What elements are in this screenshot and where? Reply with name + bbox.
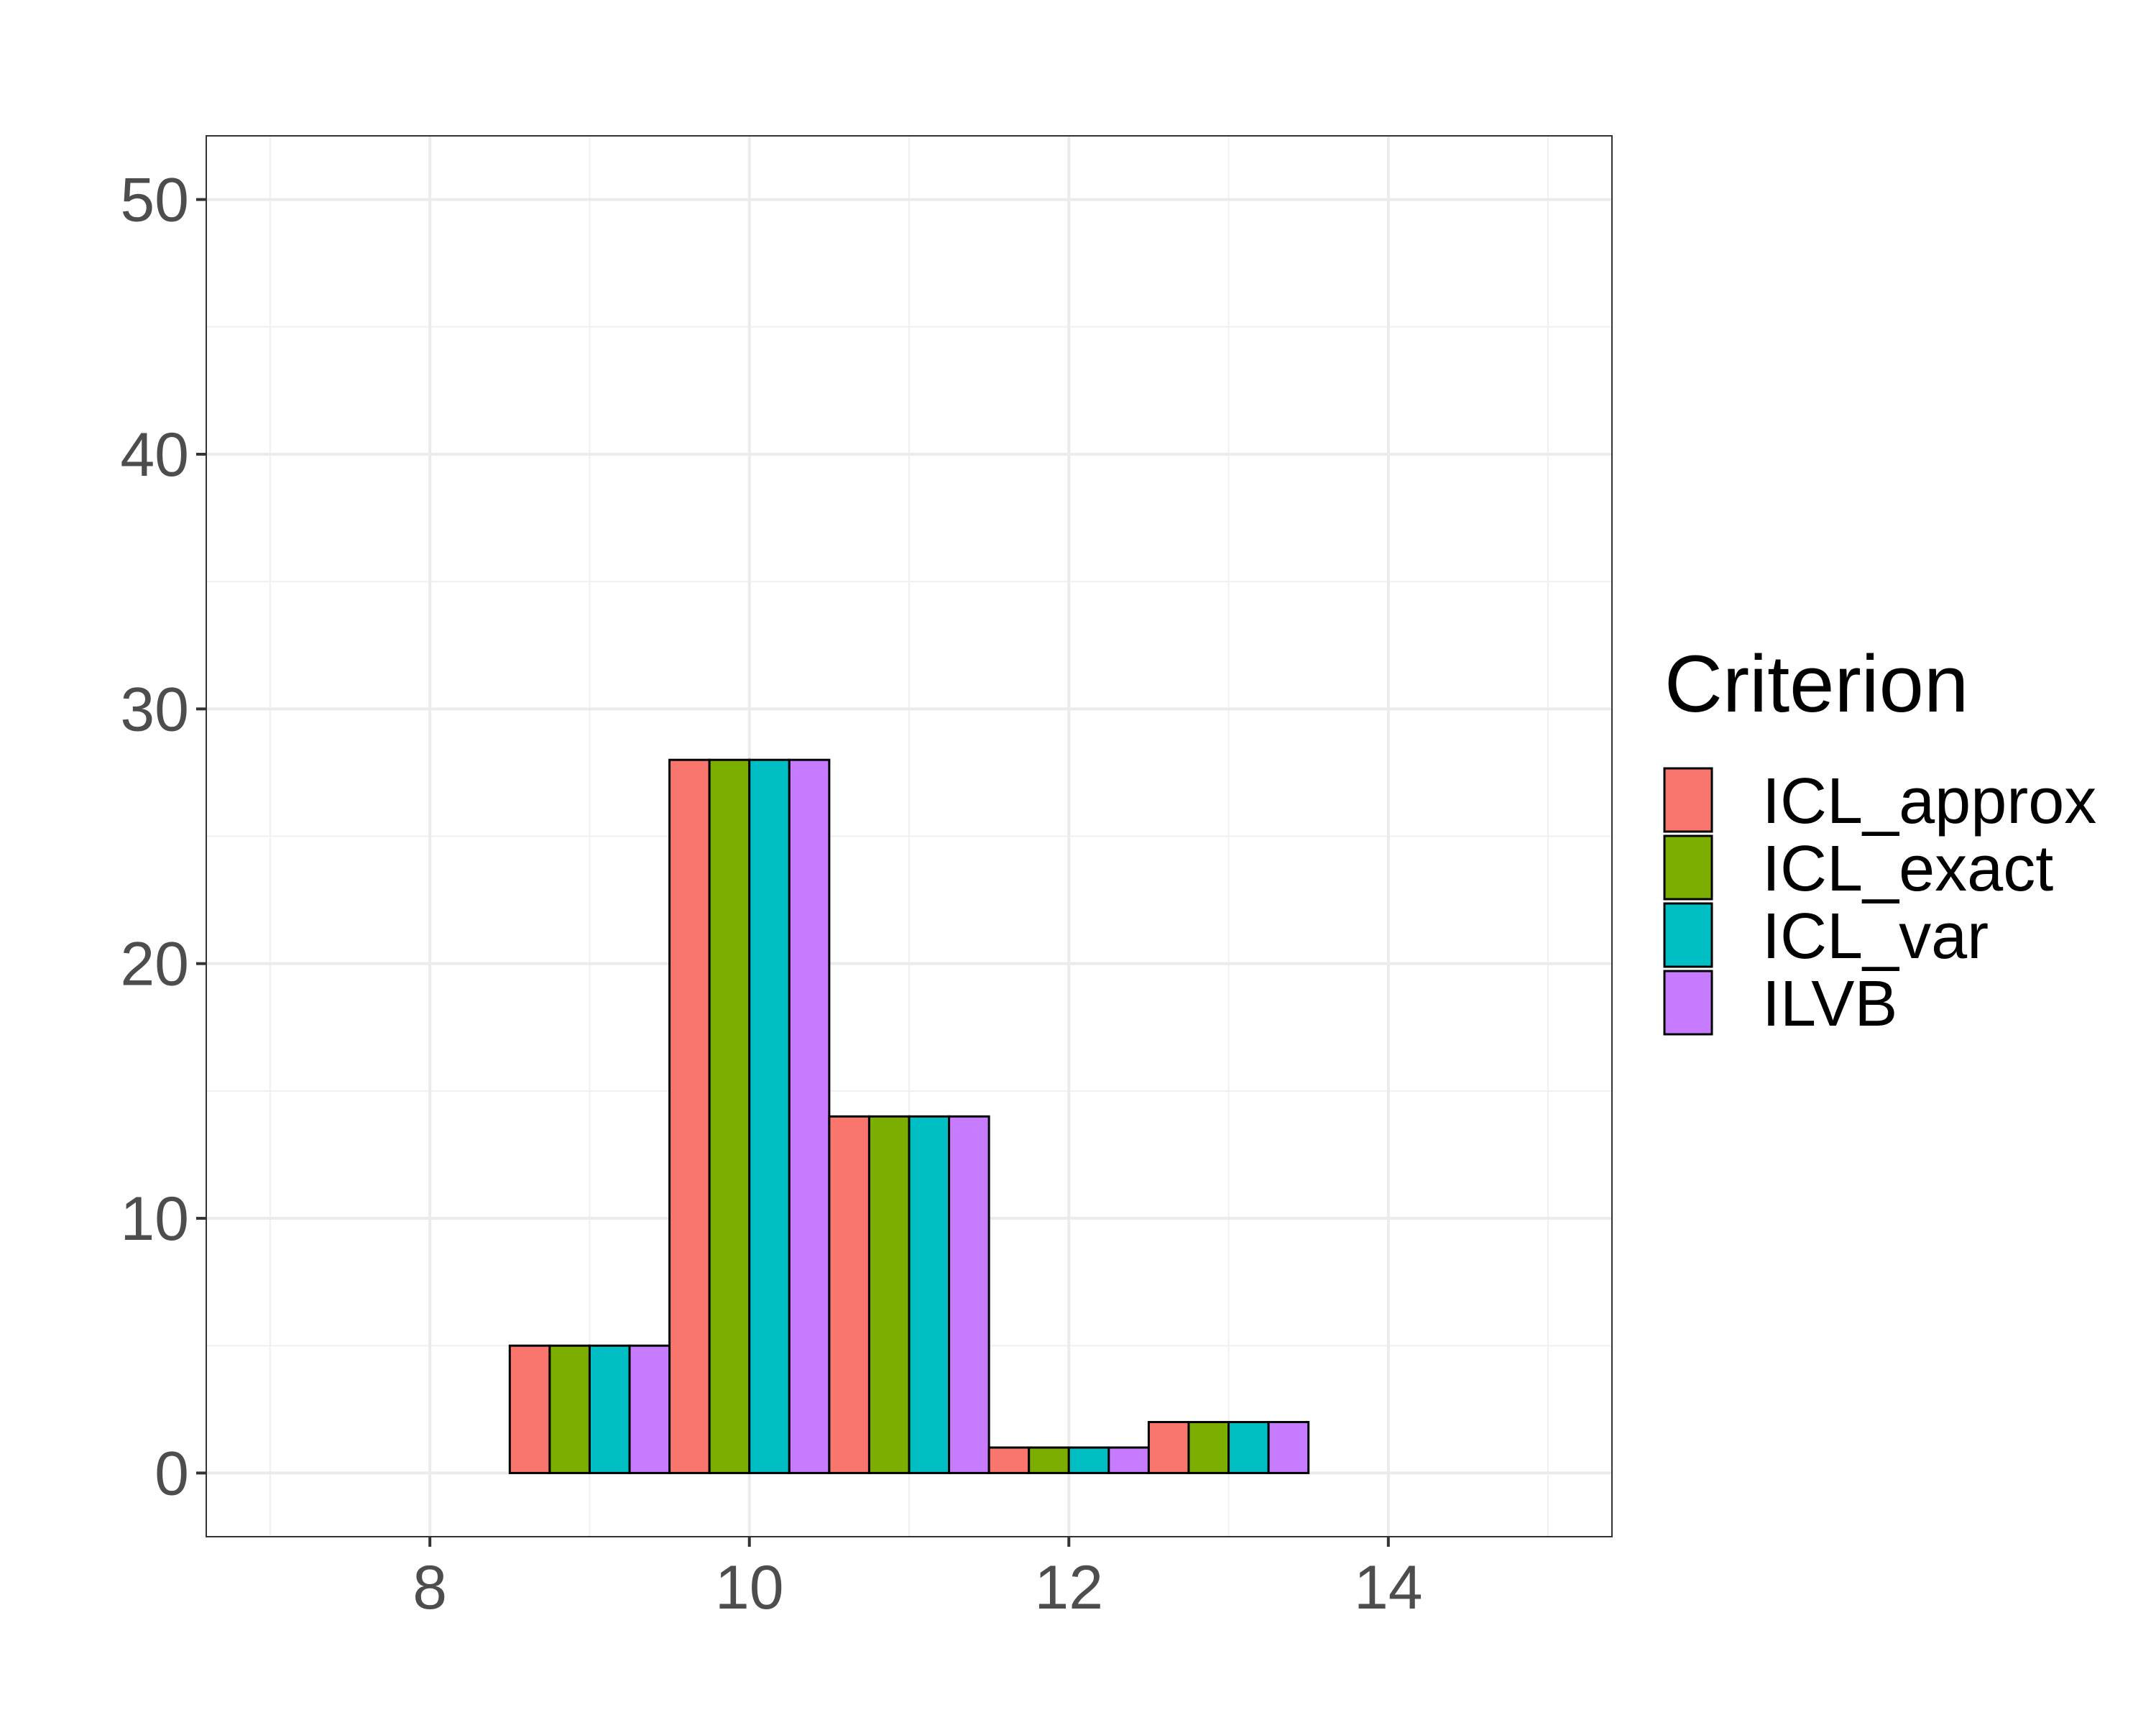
bar-ICL_exact-10 — [708, 758, 751, 1474]
y-axis: 0 10 20 30 40 50 — [120, 166, 206, 1508]
plot-panel-border — [206, 135, 1613, 1537]
bar-ILVB-10 — [788, 758, 831, 1474]
bar-ILVB-13 — [1267, 1421, 1310, 1474]
bar-ILVB-11 — [948, 1115, 990, 1474]
y-tick-label: 0 — [155, 1439, 189, 1508]
bar-ICL_exact-11 — [867, 1115, 911, 1474]
bar-ICL_var-12 — [1067, 1446, 1110, 1474]
bar-ICL_approx-11 — [828, 1115, 870, 1474]
x-axis: 8 10 12 14 — [413, 1537, 1423, 1622]
legend-label-ILVB: ILVB — [1762, 968, 1897, 1040]
legend-label-ICL_exact: ICL_exact — [1762, 833, 2053, 905]
bar-ICL_approx-12 — [987, 1446, 1031, 1474]
bar-ICL_var-13 — [1227, 1421, 1270, 1474]
bar-ICL_approx-10 — [668, 758, 711, 1474]
bars-group — [508, 758, 1310, 1474]
bar-ICL_var-11 — [908, 1115, 951, 1474]
y-tick-label: 40 — [120, 420, 189, 489]
x-tick-label: 10 — [715, 1553, 784, 1622]
bar-ICL_approx-9 — [508, 1344, 551, 1474]
legend-key-ICL_exact — [1663, 834, 1713, 901]
bar-ICL_exact-9 — [548, 1344, 591, 1474]
bar-ICL_exact-12 — [1028, 1446, 1070, 1474]
legend-key-ILVB — [1663, 970, 1713, 1036]
legend-title: Criterion — [1664, 639, 1968, 729]
y-tick-label: 10 — [120, 1184, 189, 1254]
y-tick-label: 20 — [120, 930, 189, 999]
bar-ILVB-12 — [1107, 1446, 1150, 1474]
x-tick-label: 12 — [1034, 1553, 1103, 1622]
y-tick-label: 50 — [120, 166, 189, 235]
legend-label-ICL_var: ICL_var — [1762, 901, 1989, 972]
bar-ICL_var-10 — [748, 758, 791, 1474]
bar-ICL_approx-13 — [1147, 1421, 1190, 1474]
bar-ICL_var-9 — [588, 1344, 631, 1474]
legend-label-ICL_approx: ICL_approx — [1762, 765, 2096, 837]
x-tick-label: 14 — [1354, 1553, 1423, 1622]
bar-ILVB-9 — [628, 1344, 671, 1474]
legend-key-ICL_var — [1663, 902, 1713, 968]
bar-ICL_exact-13 — [1187, 1421, 1230, 1474]
x-tick-label: 8 — [413, 1553, 447, 1622]
y-tick-label: 30 — [120, 675, 189, 744]
legend-key-ICL_approx — [1663, 767, 1713, 833]
